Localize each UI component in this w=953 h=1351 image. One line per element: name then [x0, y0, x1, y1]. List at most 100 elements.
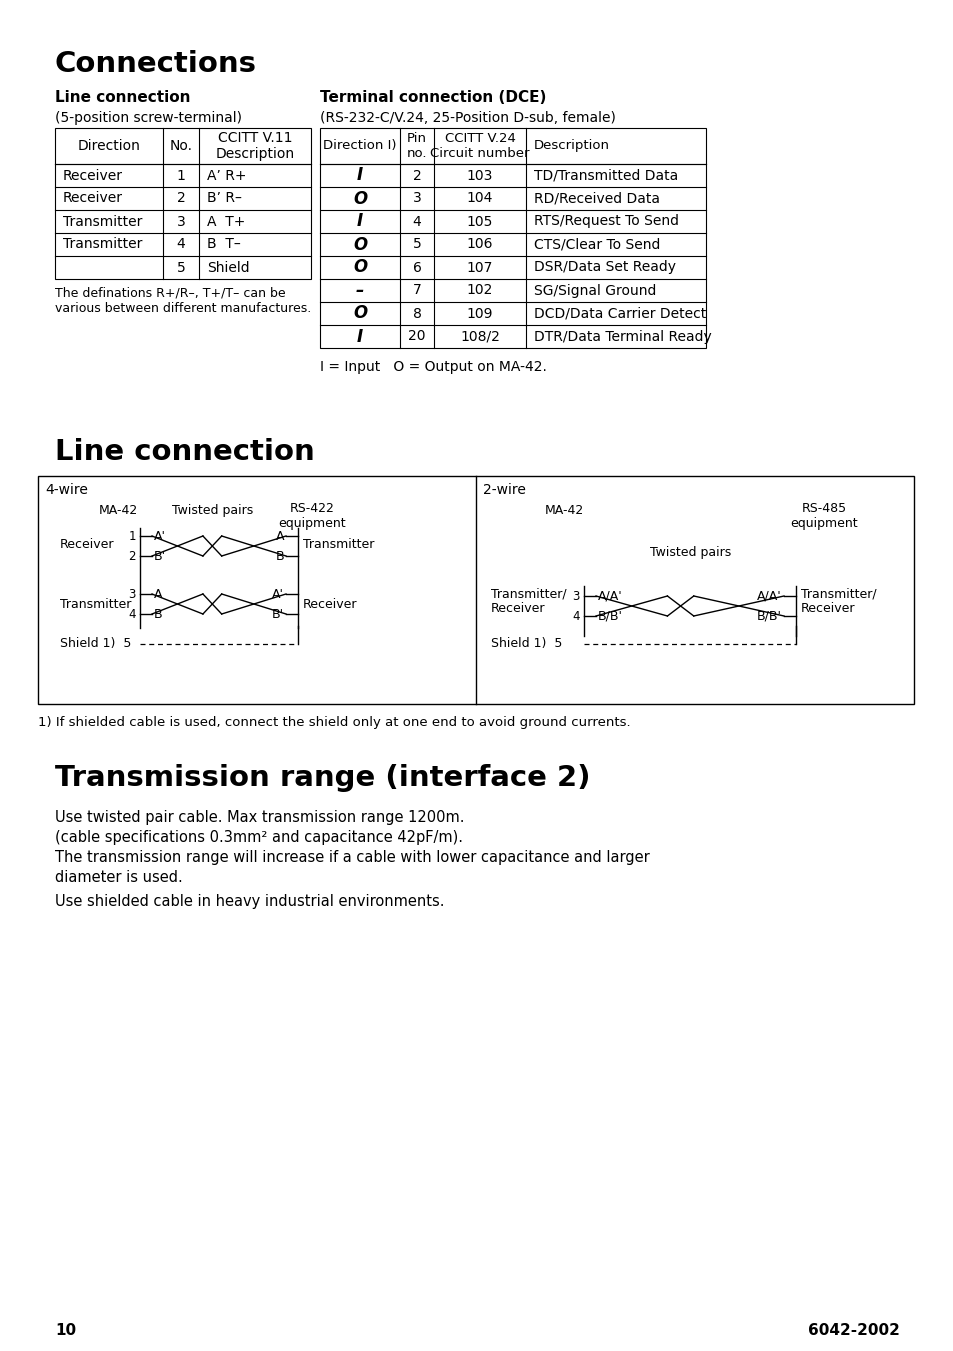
Text: Use shielded cable in heavy industrial environments.: Use shielded cable in heavy industrial e… — [55, 894, 444, 909]
Text: Receiver: Receiver — [60, 538, 114, 550]
Text: 3: 3 — [413, 192, 421, 205]
Text: SG/Signal Ground: SG/Signal Ground — [534, 284, 656, 297]
Text: 105: 105 — [466, 215, 493, 228]
Text: A: A — [275, 530, 284, 543]
Text: 4-wire: 4-wire — [45, 484, 88, 497]
Text: 2: 2 — [129, 550, 136, 562]
Text: A/A': A/A' — [757, 589, 781, 603]
Text: O: O — [353, 258, 367, 277]
Text: 107: 107 — [466, 261, 493, 274]
Text: 108/2: 108/2 — [459, 330, 499, 343]
Text: RS-422
equipment: RS-422 equipment — [278, 503, 345, 530]
Text: 109: 109 — [466, 307, 493, 320]
Text: The definations R+/R–, T+/T– can be
various between different manufactures.: The definations R+/R–, T+/T– can be vari… — [55, 286, 311, 315]
Text: O: O — [353, 304, 367, 323]
Text: Transmitter: Transmitter — [303, 538, 374, 550]
Text: (RS-232-C/V.24, 25-Position D-sub, female): (RS-232-C/V.24, 25-Position D-sub, femal… — [319, 111, 616, 126]
Text: B: B — [153, 608, 162, 620]
Text: RS-485
equipment: RS-485 equipment — [789, 503, 857, 530]
Text: 1: 1 — [176, 169, 185, 182]
Text: Receiver: Receiver — [303, 597, 357, 611]
Text: Line connection: Line connection — [55, 91, 191, 105]
Text: B: B — [275, 550, 284, 562]
Text: 20: 20 — [408, 330, 425, 343]
Text: 5: 5 — [413, 238, 421, 251]
Text: (5-position screw-terminal): (5-position screw-terminal) — [55, 111, 242, 126]
Text: 4: 4 — [129, 608, 136, 620]
Text: A  T+: A T+ — [207, 215, 245, 228]
Text: Receiver: Receiver — [63, 192, 123, 205]
Text: Description: Description — [534, 139, 609, 153]
Text: DTR/Data Terminal Ready: DTR/Data Terminal Ready — [534, 330, 711, 343]
Text: Twisted pairs: Twisted pairs — [172, 504, 253, 517]
Text: Transmitter/: Transmitter/ — [801, 588, 876, 600]
Text: (cable specifications 0.3mm² and capacitance 42pF/m).: (cable specifications 0.3mm² and capacit… — [55, 830, 462, 844]
Text: A/A': A/A' — [598, 589, 622, 603]
Bar — [38, 476, 913, 704]
Text: Use twisted pair cable. Max transmission range 1200m.: Use twisted pair cable. Max transmission… — [55, 811, 464, 825]
Text: 7: 7 — [413, 284, 421, 297]
Text: MA-42: MA-42 — [98, 504, 137, 517]
Text: Line connection: Line connection — [55, 438, 314, 466]
Text: diameter is used.: diameter is used. — [55, 870, 183, 885]
Text: I: I — [356, 327, 363, 346]
Text: 2: 2 — [413, 169, 421, 182]
Text: CCITT V.11
Description: CCITT V.11 Description — [215, 131, 294, 161]
Text: Connections: Connections — [55, 50, 256, 78]
Text: A: A — [153, 588, 162, 600]
Text: 1: 1 — [129, 530, 136, 543]
Text: 5: 5 — [176, 261, 185, 274]
Text: TD/Transmitted Data: TD/Transmitted Data — [534, 169, 678, 182]
Text: 4: 4 — [572, 609, 579, 623]
Text: I: I — [356, 212, 363, 231]
Text: CTS/Clear To Send: CTS/Clear To Send — [534, 238, 659, 251]
Text: Transmitter: Transmitter — [63, 238, 142, 251]
Text: A': A' — [153, 530, 166, 543]
Text: CCITT V.24
Circuit number: CCITT V.24 Circuit number — [430, 132, 529, 159]
Text: –: – — [355, 281, 364, 300]
Text: MA-42: MA-42 — [544, 504, 583, 517]
Text: Receiver: Receiver — [801, 601, 855, 615]
Text: A': A' — [272, 588, 284, 600]
Text: O: O — [353, 235, 367, 254]
Text: Shield 1)  5: Shield 1) 5 — [491, 638, 561, 650]
Text: B  T–: B T– — [207, 238, 240, 251]
Text: Shield 1)  5: Shield 1) 5 — [60, 638, 132, 650]
Text: 10: 10 — [55, 1323, 76, 1337]
Text: 4: 4 — [413, 215, 421, 228]
Text: The transmission range will increase if a cable with lower capacitance and large: The transmission range will increase if … — [55, 850, 649, 865]
Text: Transmission range (interface 2): Transmission range (interface 2) — [55, 765, 590, 792]
Text: RTS/Request To Send: RTS/Request To Send — [534, 215, 679, 228]
Text: No.: No. — [170, 139, 193, 153]
Text: I = Input   O = Output on MA-42.: I = Input O = Output on MA-42. — [319, 359, 546, 374]
Text: B': B' — [272, 608, 284, 620]
Text: 104: 104 — [466, 192, 493, 205]
Text: RD/Received Data: RD/Received Data — [534, 192, 659, 205]
Text: B/B': B/B' — [757, 609, 781, 623]
Text: 1) If shielded cable is used, connect the shield only at one end to avoid ground: 1) If shielded cable is used, connect th… — [38, 716, 630, 730]
Text: 3: 3 — [129, 588, 136, 600]
Text: 6042-2002: 6042-2002 — [807, 1323, 899, 1337]
Text: Direction: Direction — [77, 139, 140, 153]
Text: 2: 2 — [176, 192, 185, 205]
Text: Pin
no.: Pin no. — [406, 132, 427, 159]
Text: B’ R–: B’ R– — [207, 192, 242, 205]
Text: B': B' — [153, 550, 166, 562]
Text: A’ R+: A’ R+ — [207, 169, 246, 182]
Text: Transmitter: Transmitter — [60, 597, 132, 611]
Text: Receiver: Receiver — [63, 169, 123, 182]
Text: Transmitter/: Transmitter/ — [491, 588, 566, 600]
Text: Direction I): Direction I) — [323, 139, 396, 153]
Text: 6: 6 — [412, 261, 421, 274]
Bar — [55, 128, 311, 280]
Text: 8: 8 — [412, 307, 421, 320]
Text: DCD/Data Carrier Detect: DCD/Data Carrier Detect — [534, 307, 705, 320]
Text: 2-wire: 2-wire — [482, 484, 525, 497]
Text: 4: 4 — [176, 238, 185, 251]
Text: O: O — [353, 189, 367, 208]
Text: 103: 103 — [466, 169, 493, 182]
Text: I: I — [356, 166, 363, 185]
Text: B/B': B/B' — [598, 609, 622, 623]
Text: Terminal connection (DCE): Terminal connection (DCE) — [319, 91, 546, 105]
Text: Transmitter: Transmitter — [63, 215, 142, 228]
